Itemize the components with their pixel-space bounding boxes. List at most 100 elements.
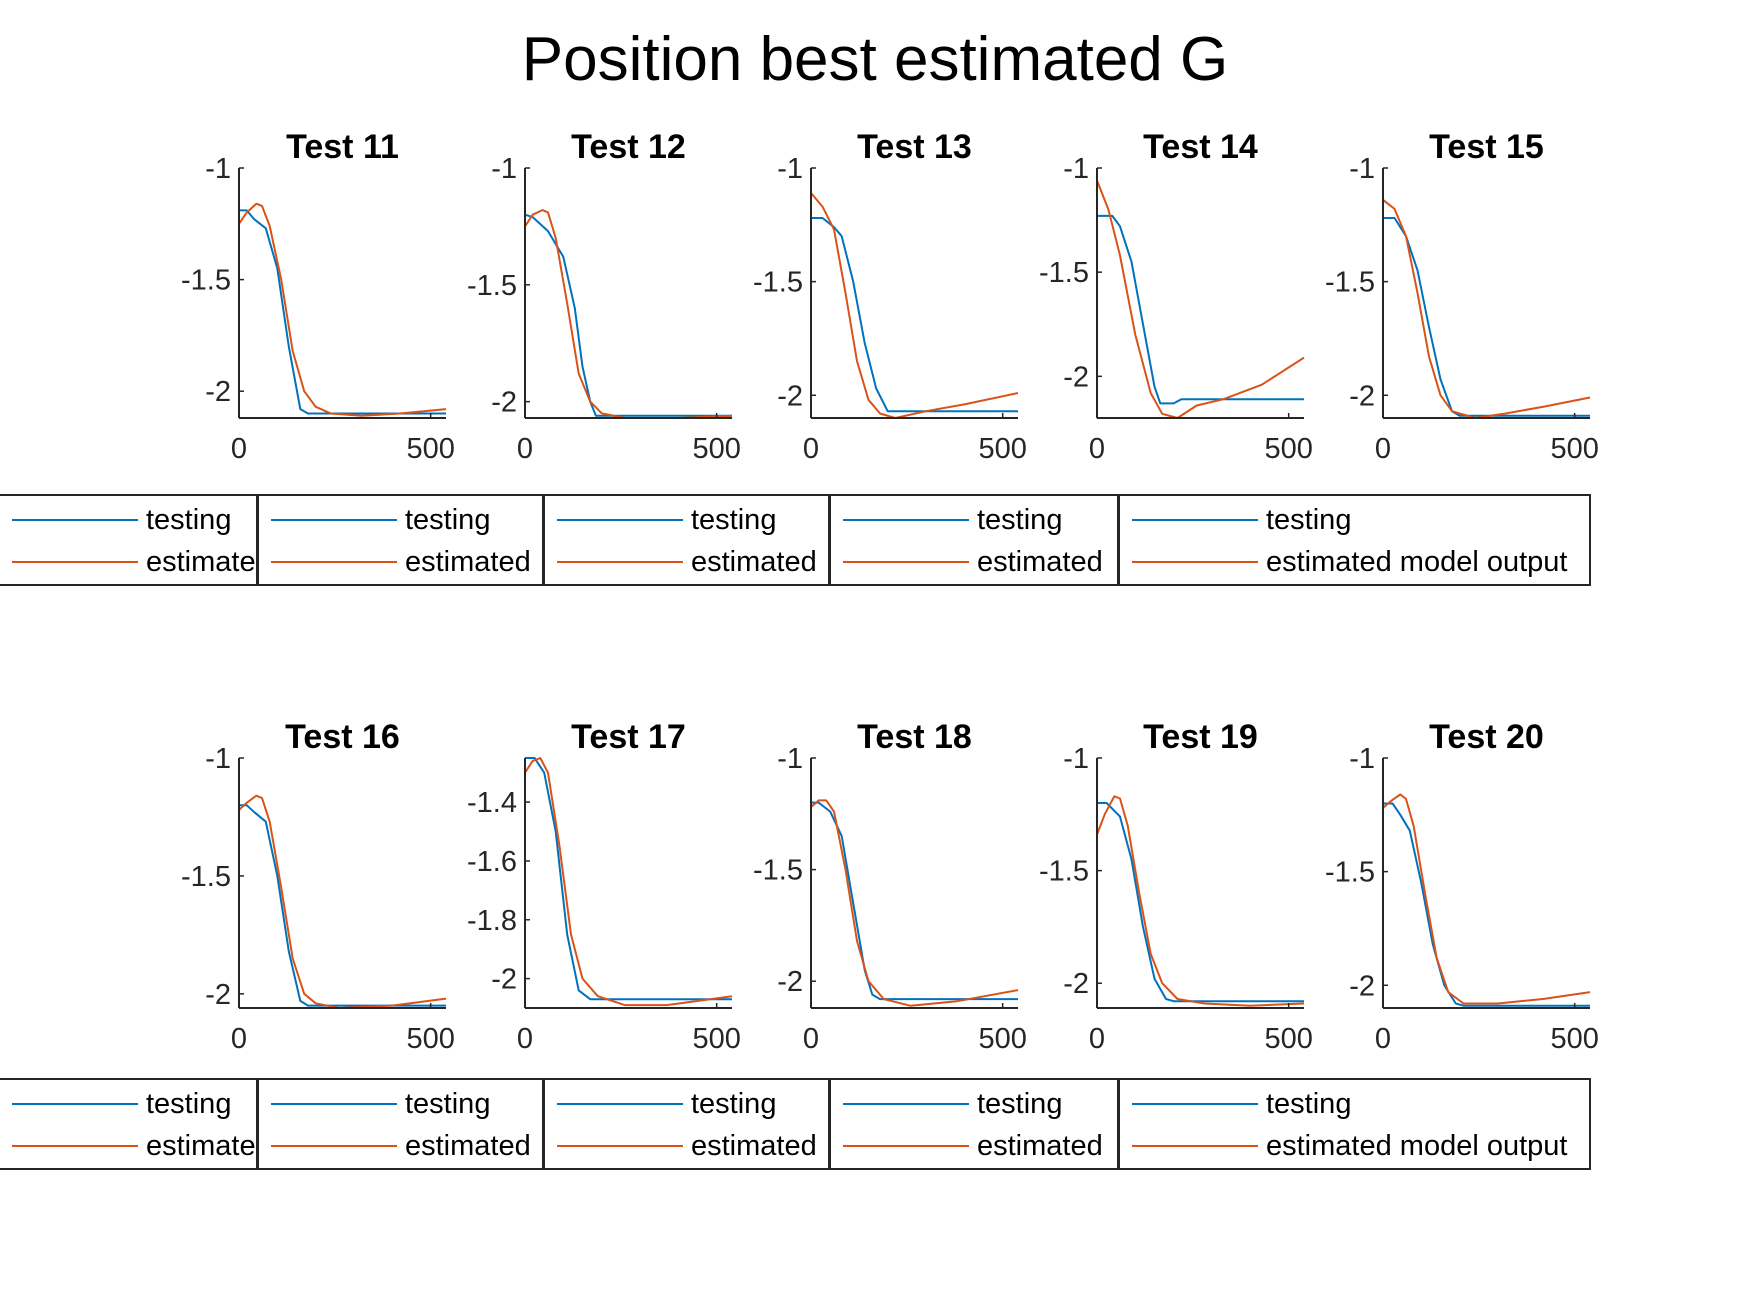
y-tick-label: -2: [1063, 361, 1089, 393]
y-tick-label: -1.5: [753, 855, 803, 887]
subplot-10: Test 20 -2 -1.5 -1 0 500: [1325, 718, 1599, 1055]
y-tick-label: -1: [205, 153, 231, 185]
y-tick-label: -1.5: [1325, 267, 1375, 299]
x-tick-label: 0: [1089, 1023, 1105, 1055]
y-tick-label: -1.5: [1039, 856, 1089, 888]
subplot-series-group: [811, 192, 1019, 419]
subplot-series-group: [1383, 793, 1591, 1007]
y-tick-label: -1.5: [1039, 257, 1089, 289]
subplot-series-group: [1097, 795, 1305, 1007]
legend-label: estimated model output: [1266, 1130, 1568, 1162]
legend-label: testing: [691, 504, 777, 536]
subplot-title: Test 16: [285, 718, 400, 756]
series-line-testing: [811, 801, 1018, 1001]
subplot-series-group: [811, 799, 1019, 1007]
series-line-estimated: [1383, 199, 1591, 419]
legend-swatch: [843, 519, 969, 521]
y-tick-label: -1: [1063, 153, 1089, 185]
legend-swatch: [557, 561, 683, 563]
legend-swatch: [843, 1103, 969, 1105]
y-tick-label: -2: [777, 966, 803, 998]
y-tick-label: -1.8: [467, 905, 517, 937]
legend-swatch: [12, 561, 138, 563]
y-tick-label: -1: [205, 743, 231, 775]
legend-label: testing: [977, 504, 1063, 536]
figure-title: Position best estimated G: [521, 25, 1229, 94]
y-tick-label: -2: [491, 387, 517, 419]
legend-swatch: [1132, 1145, 1258, 1147]
series-line-estimated: [239, 794, 447, 1009]
series-line-estimated: [239, 202, 447, 417]
subplot-series-group: [525, 209, 733, 419]
legend-label: estimated: [691, 546, 817, 578]
y-tick-label: -1: [1349, 743, 1375, 775]
legend-swatch: [557, 1103, 683, 1105]
legend-6: testing estimated: [0, 1078, 272, 1170]
x-tick-label: 0: [803, 433, 819, 465]
series-line-estimated: [1097, 180, 1305, 419]
y-tick-label: -1: [491, 153, 517, 185]
legend-label: testing: [405, 504, 491, 536]
subplot-8: Test 18 -2 -1.5 -1 0 500: [753, 718, 1027, 1055]
legend-label: testing: [405, 1088, 491, 1120]
subplot-series-group: [1383, 199, 1591, 419]
legend-7: testing estimated: [257, 1078, 544, 1170]
legend-9: testing estimated: [829, 1078, 1119, 1170]
subplot-2: Test 12 -2 -1.5 -1 0 500: [467, 128, 741, 465]
legend-swatch: [1132, 561, 1258, 563]
legend-swatch: [1132, 519, 1258, 521]
x-tick-label: 0: [1089, 433, 1105, 465]
series-line-testing: [239, 209, 446, 415]
y-tick-label: -2: [1349, 970, 1375, 1002]
series-line-estimated: [1383, 793, 1591, 1005]
series-line-estimated: [525, 757, 733, 1007]
x-tick-label: 500: [406, 1023, 454, 1055]
legend-swatch: [271, 561, 397, 563]
subplot-title: Test 18: [857, 718, 972, 756]
legend-label: estimated: [146, 546, 272, 578]
legend-label: estimated: [405, 1130, 531, 1162]
legend-label: estimated: [146, 1130, 272, 1162]
y-tick-label: -1.5: [181, 265, 231, 297]
y-tick-label: -2: [205, 376, 231, 408]
legend-label: estimated: [977, 546, 1103, 578]
y-tick-label: -1: [1063, 743, 1089, 775]
subplot-6: Test 16 -2 -1.5 -1 0 500: [181, 718, 455, 1055]
y-tick-label: -2: [205, 979, 231, 1011]
subplot-title: Test 12: [571, 128, 686, 166]
legend-10: testing estimated model output: [1118, 1078, 1591, 1170]
legend-swatch: [843, 561, 969, 563]
x-tick-label: 0: [1375, 433, 1391, 465]
y-tick-label: -2: [1349, 380, 1375, 412]
subplot-title: Test 19: [1143, 718, 1258, 756]
subplot-1: Test 11 -2 -1.5 -1 0 500: [181, 128, 455, 465]
legend-4: testing estimated: [829, 494, 1119, 586]
series-line-testing: [1097, 802, 1304, 1003]
series-line-estimated: [811, 799, 1019, 1007]
legend-swatch: [557, 1145, 683, 1147]
legend-label: testing: [1266, 504, 1352, 536]
subplot-title: Test 11: [286, 128, 399, 166]
series-line-estimated: [525, 209, 733, 419]
subplot-3: Test 13 -2 -1.5 -1 0 500: [753, 128, 1027, 465]
x-tick-label: 0: [1375, 1023, 1391, 1055]
x-tick-label: 0: [803, 1023, 819, 1055]
legend-label: estimated: [691, 1130, 817, 1162]
x-tick-label: 500: [1264, 433, 1312, 465]
subplot-5: Test 15 -2 -1.5 -1 0 500: [1325, 128, 1599, 465]
legend-1: testing estimated: [0, 494, 272, 586]
subplot-title: Test 13: [857, 128, 972, 166]
x-tick-label: 0: [517, 433, 533, 465]
legend-swatch: [1132, 1103, 1258, 1105]
x-tick-label: 0: [231, 1023, 247, 1055]
y-tick-label: -1.5: [1325, 857, 1375, 889]
x-tick-label: 500: [692, 1023, 740, 1055]
y-tick-label: -2: [777, 380, 803, 412]
x-tick-label: 500: [692, 433, 740, 465]
series-line-testing: [1383, 802, 1590, 1007]
x-tick-label: 500: [406, 433, 454, 465]
x-tick-label: 500: [1550, 433, 1598, 465]
subplot-7: Test 17 -2 -1.8 -1.6 -1.4 0 500: [467, 718, 741, 1055]
subplot-title: Test 14: [1143, 128, 1258, 166]
